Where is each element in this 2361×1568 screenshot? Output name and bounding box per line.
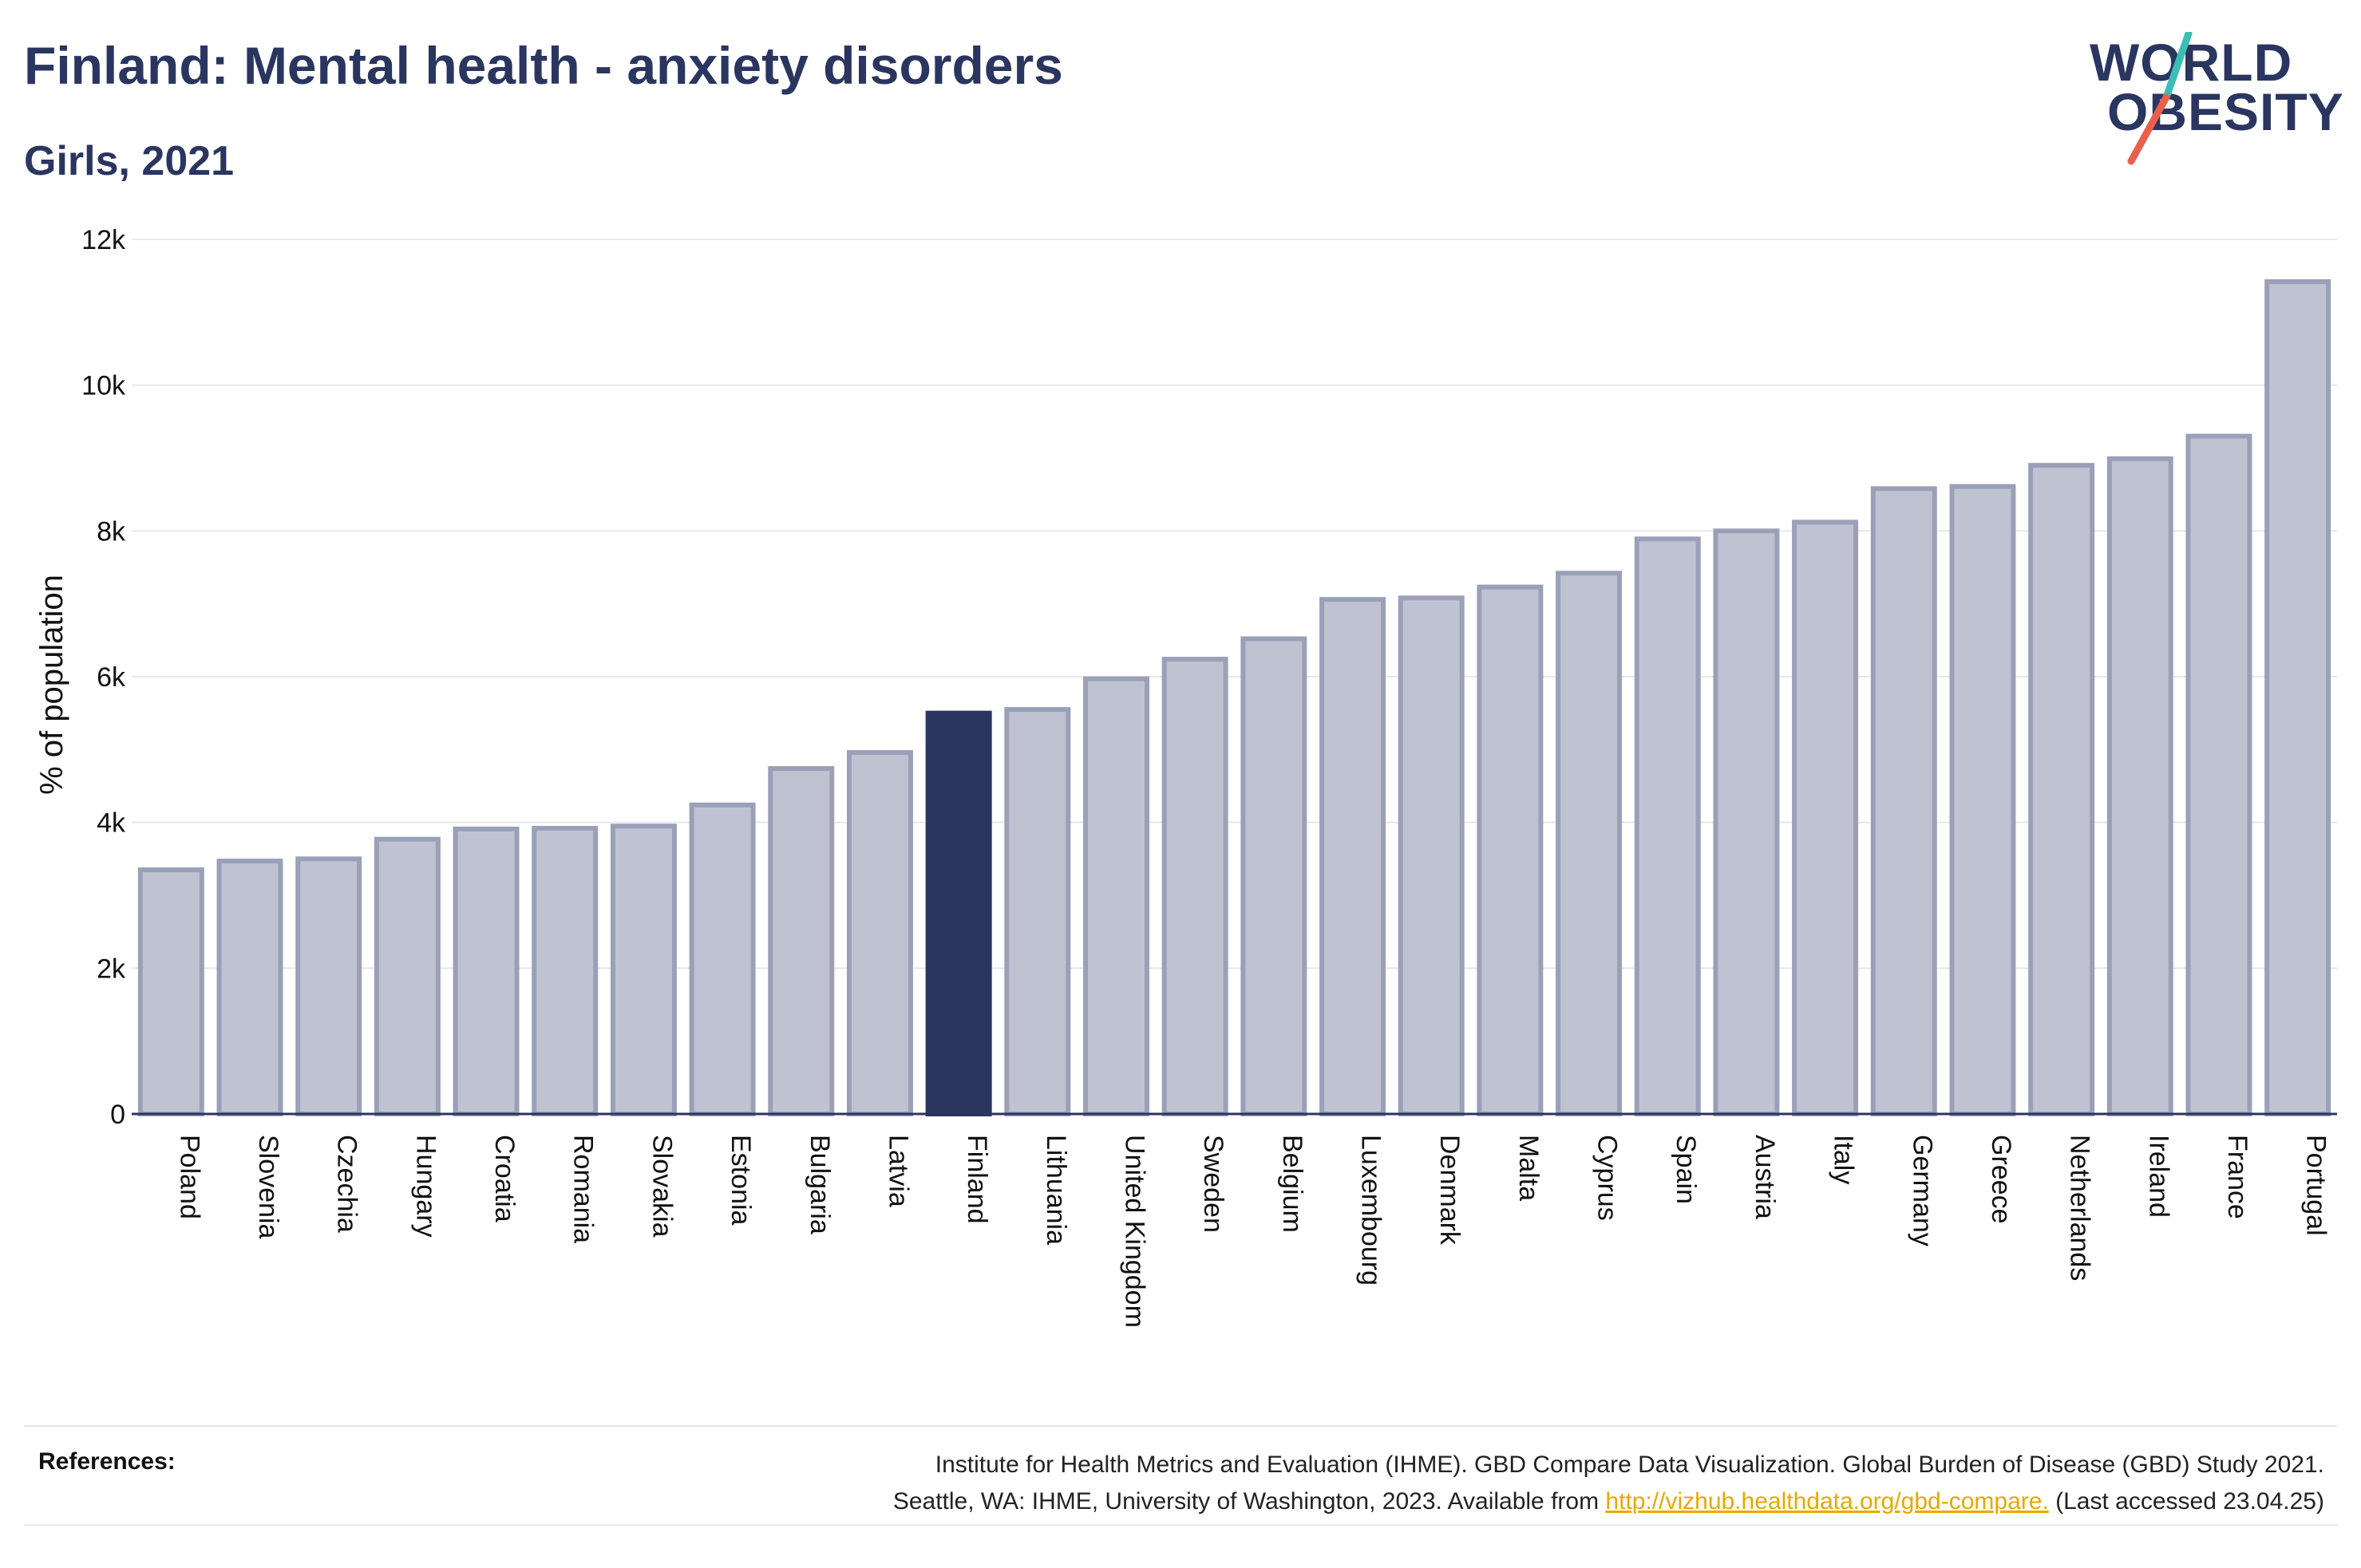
bar-chart: 0 2k 4k 6k 8k 10k 12k Poland Slovenia Czechia Hun…	[34, 225, 2337, 1328]
bar-germany	[1870, 486, 1937, 1116]
bar-finland	[925, 710, 992, 1117]
x-tick-label: Luxembourg	[1356, 1135, 1386, 1286]
reference-line-2: Seattle, WA: IHME, University of Washing…	[568, 1483, 2324, 1520]
bar-bulgaria	[768, 766, 835, 1117]
x-tick-label: Spain	[1671, 1135, 1701, 1204]
x-tick-label: Ireland	[2143, 1135, 2173, 1218]
y-tick-label: 12k	[81, 225, 126, 255]
x-tick-label: Portugal	[2301, 1135, 2331, 1236]
bar-denmark	[1398, 595, 1465, 1116]
bar-slovenia	[216, 859, 283, 1117]
bar-sweden	[1161, 657, 1228, 1116]
bar-latvia	[846, 749, 913, 1117]
x-tick-label: Poland	[174, 1135, 204, 1219]
x-tick-label: Malta	[1513, 1135, 1544, 1201]
references-bottom-divider	[24, 1524, 2337, 1526]
bars	[137, 278, 2331, 1117]
x-tick-label: Lithuania	[1041, 1135, 1071, 1245]
x-tick-label: Bulgaria	[805, 1135, 835, 1234]
x-tick-label: Slovakia	[647, 1135, 677, 1238]
bar-slovakia	[610, 823, 677, 1116]
x-tick-label: Belgium	[1277, 1135, 1307, 1233]
bar-belgium	[1240, 636, 1307, 1116]
references-label: References:	[38, 1448, 176, 1475]
bar-netherlands	[2028, 463, 2095, 1116]
x-tick-label: Germany	[1907, 1135, 1937, 1246]
x-tick-label: United Kingdom	[1119, 1135, 1149, 1328]
y-tick-label: 8k	[97, 516, 126, 547]
x-tick-label: Austria	[1750, 1135, 1780, 1219]
x-tick-label: Netherlands	[2065, 1135, 2095, 1281]
y-axis-ticks: 0 2k 4k 6k 8k 10k 12k	[81, 225, 126, 1130]
x-tick-label: Romania	[568, 1135, 599, 1243]
x-tick-label: Latvia	[883, 1135, 913, 1207]
x-tick-label: Greece	[1986, 1135, 2016, 1224]
x-tick-label: Sweden	[1198, 1135, 1228, 1233]
reference-line-2-suffix: (Last accessed 23.04.25)	[2048, 1488, 2324, 1515]
bar-spain	[1634, 536, 1701, 1116]
y-tick-label: 4k	[97, 808, 126, 839]
bar-italy	[1792, 519, 1859, 1116]
chart-subtitle: Girls, 2021	[24, 138, 235, 184]
y-axis-label: % of population	[34, 575, 69, 795]
bar-greece	[1949, 484, 2016, 1116]
logo-line-1: WORLD	[2090, 33, 2293, 92]
x-tick-label: Finland	[962, 1135, 992, 1224]
world-obesity-logo: WORLD OBESITY	[2075, 32, 2347, 168]
bar-austria	[1713, 528, 1780, 1116]
bar-croatia	[453, 826, 520, 1117]
bar-estonia	[689, 802, 756, 1116]
y-tick-label: 2k	[97, 954, 126, 984]
bar-ireland	[2106, 456, 2173, 1116]
bar-romania	[532, 825, 599, 1117]
x-tick-label: Estonia	[726, 1135, 756, 1225]
bar-hungary	[374, 836, 441, 1116]
bar-malta	[1477, 584, 1544, 1116]
x-tick-label: Slovenia	[253, 1135, 283, 1239]
bar-luxembourg	[1319, 597, 1386, 1116]
logo-slash-icon	[2127, 32, 2193, 165]
y-tick-label: 10k	[81, 371, 126, 401]
reference-line-2-prefix: Seattle, WA: IHME, University of Washing…	[892, 1488, 1606, 1515]
x-axis-ticks: Poland Slovenia Czechia Hungary Croatia Roman…	[174, 1135, 2331, 1328]
bar-cyprus	[1556, 571, 1623, 1116]
reference-line-1: Institute for Health Metrics and Evaluat…	[935, 1451, 2324, 1478]
x-tick-label: Hungary	[410, 1135, 441, 1238]
references-text: Institute for Health Metrics and Evaluat…	[568, 1447, 2324, 1520]
bar-czechia	[295, 856, 362, 1117]
bar-lithuania	[1004, 707, 1071, 1116]
y-tick-label: 0	[110, 1100, 125, 1130]
x-tick-label: Croatia	[489, 1135, 520, 1222]
x-tick-label: Italy	[1829, 1135, 1859, 1184]
y-tick-label: 6k	[97, 662, 126, 693]
x-tick-label: Cyprus	[1592, 1135, 1623, 1221]
x-tick-label: France	[2222, 1135, 2252, 1219]
reference-link[interactable]: http://vizhub.healthdata.org/gbd-compare…	[1605, 1488, 2049, 1515]
references-top-divider	[24, 1425, 2337, 1427]
x-tick-label: Czechia	[332, 1135, 362, 1233]
bar-poland	[137, 867, 204, 1116]
chart-title: Finland: Mental health - anxiety disorde…	[24, 36, 1063, 95]
x-tick-label: Denmark	[1434, 1135, 1465, 1246]
bar-united-kingdom	[1082, 676, 1149, 1116]
bar-france	[2185, 433, 2252, 1116]
bar-portugal	[2264, 278, 2331, 1116]
